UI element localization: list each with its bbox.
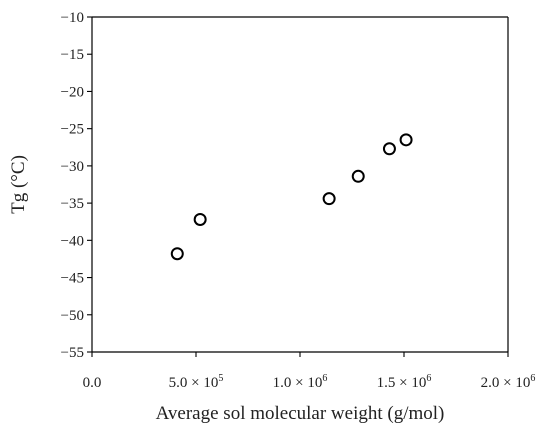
data-point — [382, 142, 396, 156]
y-tick-label: −15 — [61, 47, 84, 63]
x-tick-label: 0.0 — [83, 375, 102, 391]
x-tick-label: 2.0 × 106 — [481, 373, 536, 391]
y-tick-label: −50 — [61, 308, 84, 324]
y-tick-label: −55 — [61, 345, 84, 361]
data-point — [322, 192, 336, 206]
x-axis-title: Average sol molecular weight (g/mol) — [156, 403, 445, 424]
plot-frame — [91, 16, 509, 353]
y-tick-label: −35 — [61, 196, 84, 212]
y-tick-label: −10 — [61, 10, 84, 26]
x-axis: 0.0 5.0 × 105 1.0 × 106 1.5 × 106 2.0 × 106 — [83, 352, 536, 391]
data-point — [351, 169, 365, 183]
data-points — [170, 133, 413, 261]
x-tick-label: 1.5 × 106 — [377, 373, 432, 391]
y-tick-label: −45 — [61, 271, 84, 287]
y-axis-title: Tg (°C) — [8, 155, 29, 214]
y-tick-label: −25 — [61, 122, 84, 138]
data-point — [193, 212, 207, 226]
y-axis: −10 −15 −20 −25 −30 −35 −40 −45 −50 −55 — [61, 10, 92, 361]
y-tick-label: −40 — [61, 233, 84, 249]
x-tick-label: 1.0 × 106 — [273, 373, 328, 391]
data-point — [170, 247, 184, 261]
x-tick-label: 5.0 × 105 — [169, 373, 224, 391]
data-point — [399, 133, 413, 147]
y-tick-label: −30 — [61, 159, 84, 175]
y-tick-label: −20 — [61, 84, 84, 100]
